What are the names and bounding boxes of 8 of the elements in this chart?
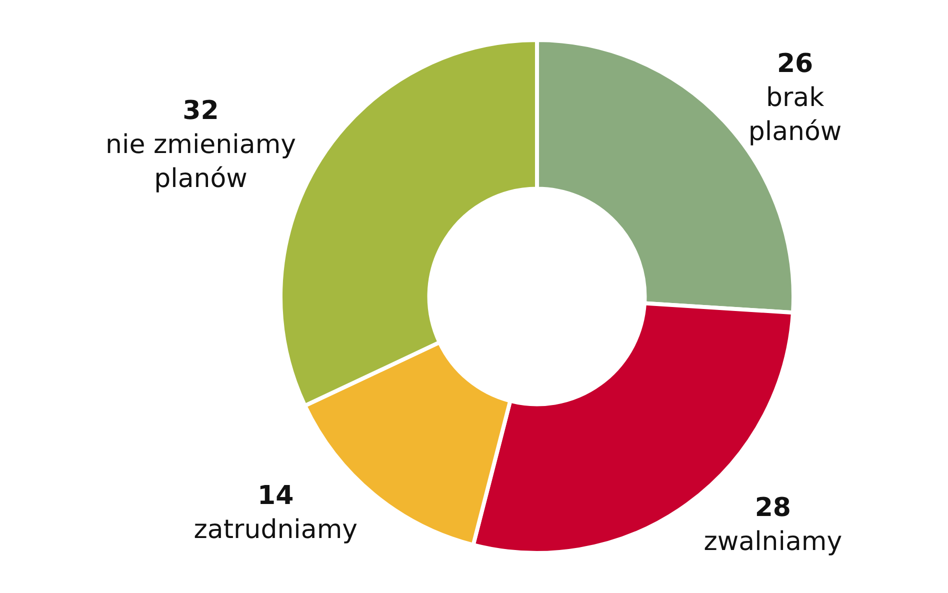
slice-label: zatrudniamy [194,514,358,545]
slice-label: nie zmieniamy planów [106,130,296,194]
slice-label: brak planów [748,83,842,147]
slice-label: zwalniamy [704,526,842,557]
data-label: 26 [776,49,814,80]
data-label: 32 [182,96,219,126]
data-label: 14 [258,481,294,512]
data-label: 28 [754,492,792,523]
